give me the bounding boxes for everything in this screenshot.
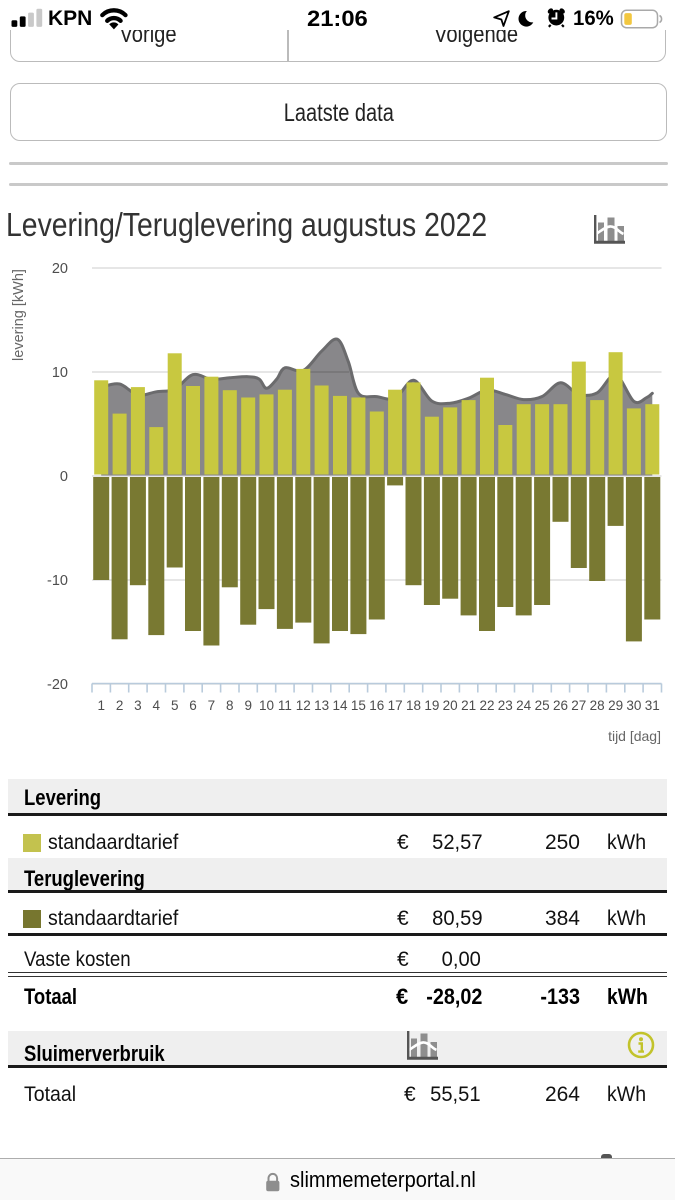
- svg-text:26: 26: [553, 698, 568, 713]
- svg-text:22: 22: [479, 698, 494, 713]
- svg-text:30: 30: [626, 698, 641, 713]
- svg-text:2: 2: [116, 698, 124, 713]
- svg-text:8: 8: [226, 698, 234, 713]
- svg-text:-10: -10: [47, 573, 68, 589]
- svg-text:-20: -20: [47, 677, 68, 693]
- svg-text:0: 0: [60, 469, 68, 485]
- svg-text:16: 16: [369, 698, 384, 713]
- svg-text:9: 9: [244, 698, 252, 713]
- svg-text:13: 13: [314, 698, 329, 713]
- svg-text:29: 29: [608, 698, 623, 713]
- svg-text:28: 28: [590, 698, 605, 713]
- svg-text:17: 17: [388, 698, 403, 713]
- svg-text:3: 3: [134, 698, 142, 713]
- svg-text:tijd [dag]: tijd [dag]: [608, 728, 661, 744]
- svg-text:5: 5: [171, 698, 179, 713]
- svg-text:15: 15: [351, 698, 366, 713]
- svg-text:18: 18: [406, 698, 421, 713]
- svg-text:4: 4: [153, 698, 161, 713]
- svg-text:12: 12: [296, 698, 311, 713]
- svg-text:levering [kWh]: levering [kWh]: [11, 269, 27, 361]
- svg-text:7: 7: [208, 698, 216, 713]
- svg-text:20: 20: [52, 261, 68, 277]
- svg-text:10: 10: [259, 698, 274, 713]
- svg-text:27: 27: [571, 698, 586, 713]
- svg-text:1: 1: [97, 698, 105, 713]
- svg-text:25: 25: [535, 698, 550, 713]
- svg-text:23: 23: [498, 698, 513, 713]
- svg-text:20: 20: [443, 698, 458, 713]
- svg-text:6: 6: [189, 698, 197, 713]
- svg-text:14: 14: [332, 698, 348, 713]
- svg-text:11: 11: [278, 698, 292, 713]
- svg-text:31: 31: [645, 698, 660, 713]
- svg-text:21: 21: [461, 698, 476, 713]
- svg-text:10: 10: [52, 365, 68, 381]
- svg-text:19: 19: [424, 698, 439, 713]
- svg-text:24: 24: [516, 698, 532, 713]
